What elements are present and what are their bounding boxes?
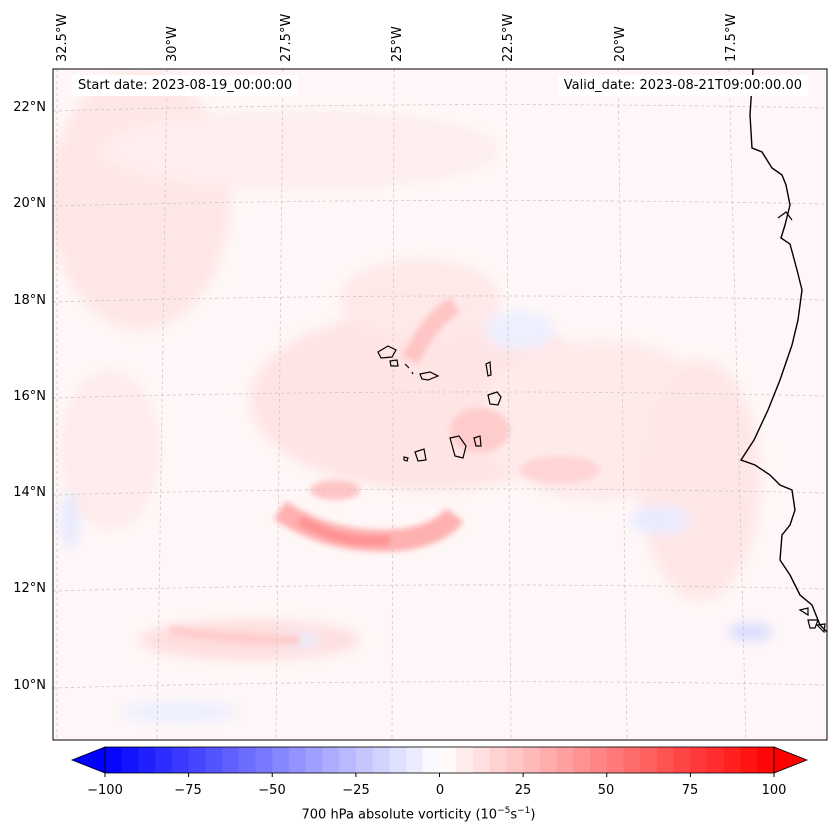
colorbar-segment bbox=[389, 747, 407, 773]
colorbar-segment bbox=[707, 747, 725, 773]
lat-label: 18°N bbox=[13, 293, 46, 308]
colorbar-tick-label: −75 bbox=[174, 783, 201, 798]
lat-label: 20°N bbox=[13, 196, 46, 211]
longitude-labels: 32.5°W 30°W 27.5°W 25°W 22.5°W 20°W 17.5… bbox=[55, 14, 739, 62]
colorbar-tick-label: 0 bbox=[436, 783, 444, 798]
colorbar-segment bbox=[439, 747, 457, 773]
colorbar-segment bbox=[205, 747, 223, 773]
lon-label: 20°W bbox=[613, 26, 628, 62]
colorbar-segment bbox=[456, 747, 474, 773]
colorbar-segment bbox=[539, 747, 558, 773]
lon-label: 27.5°W bbox=[279, 14, 294, 62]
colorbar-segment bbox=[406, 747, 424, 773]
colorbar-tick-label: 75 bbox=[682, 783, 699, 798]
lon-label: 32.5°W bbox=[55, 14, 70, 62]
lon-label: 22.5°W bbox=[501, 14, 516, 62]
colorbar-segment bbox=[556, 747, 574, 773]
colorbar-segment bbox=[171, 747, 190, 773]
colorbar-segment bbox=[422, 747, 440, 773]
bijagos-islands bbox=[798, 607, 826, 634]
colorbar bbox=[70, 746, 809, 777]
colorbar-segment bbox=[188, 747, 206, 773]
vorticity-field bbox=[53, 69, 827, 740]
colorbar-segment bbox=[472, 747, 491, 773]
colorbar-segment bbox=[272, 747, 290, 773]
lat-label: 10°N bbox=[13, 678, 46, 693]
latitude-labels: 22°N 20°N 18°N 16°N 14°N 12°N 10°N bbox=[13, 100, 46, 693]
colorbar-exp: −5 bbox=[497, 806, 511, 816]
colorbar-ticks: −100 −75 −50 −25 0 25 50 75 100 bbox=[87, 783, 786, 798]
lat-label: 12°N bbox=[13, 581, 46, 596]
colorbar-segment bbox=[105, 747, 123, 773]
colorbar-segment bbox=[155, 747, 173, 773]
colorbar-segment bbox=[355, 747, 374, 773]
colorbar-segment bbox=[573, 747, 591, 773]
colorbar-title-text: 700 hPa absolute vorticity (10 bbox=[301, 807, 498, 823]
colorbar-extend-max bbox=[773, 746, 809, 774]
colorbar-segment bbox=[640, 747, 658, 773]
colorbar-segment bbox=[255, 747, 273, 773]
colorbar-segment bbox=[656, 747, 675, 773]
colorbar-segment bbox=[489, 747, 507, 773]
graticule bbox=[53, 69, 827, 740]
lon-label: 25°W bbox=[390, 26, 405, 62]
colorbar-tick-label: −100 bbox=[87, 783, 123, 798]
colorbar-segment bbox=[121, 747, 139, 773]
colorbar-segment bbox=[673, 747, 691, 773]
valid-date-label: Valid_date: 2023-08-21T09:00:00.00 bbox=[557, 75, 808, 96]
colorbar-segment bbox=[723, 747, 742, 773]
colorbar-segment bbox=[138, 747, 156, 773]
colorbar-segment bbox=[590, 747, 608, 773]
colorbar-segment bbox=[690, 747, 708, 773]
lat-label: 22°N bbox=[13, 100, 46, 115]
cape-verde-islands bbox=[377, 345, 502, 462]
colorbar-tick-label: −25 bbox=[342, 783, 369, 798]
colorbar-segment bbox=[238, 747, 257, 773]
lon-label: 17.5°W bbox=[724, 14, 739, 62]
colorbar-tick-label: −50 bbox=[258, 783, 285, 798]
colorbar-segment bbox=[288, 747, 307, 773]
colorbar-segment bbox=[523, 747, 541, 773]
colorbar-segment bbox=[606, 747, 624, 773]
colorbar-tick-label: 50 bbox=[598, 783, 615, 798]
colorbar-segment bbox=[339, 747, 357, 773]
colorbar-exp2: −1 bbox=[517, 806, 531, 816]
colorbar-tick-label: 100 bbox=[762, 783, 787, 798]
colorbar-title: 700 hPa absolute vorticity (10−5s−1) bbox=[0, 806, 837, 822]
start-date-label: Start date: 2023-08-19_00:00:00 bbox=[72, 75, 299, 96]
lon-label: 30°W bbox=[165, 26, 180, 62]
africa-coastline bbox=[739, 69, 827, 633]
map-frame bbox=[52, 68, 828, 741]
colorbar-segment bbox=[506, 747, 524, 773]
colorbar-segment bbox=[305, 747, 323, 773]
colorbar-segment bbox=[322, 747, 340, 773]
colorbar-tick-label: 25 bbox=[515, 783, 532, 798]
colorbar-segment bbox=[757, 747, 775, 773]
colorbar-unit-close: ) bbox=[530, 807, 536, 823]
colorbar-unit-s: s bbox=[510, 807, 518, 823]
lat-label: 16°N bbox=[13, 389, 46, 404]
lat-label: 14°N bbox=[13, 485, 46, 500]
colorbar-segment bbox=[372, 747, 390, 773]
colorbar-segment bbox=[623, 747, 641, 773]
colorbar-extend-min bbox=[70, 746, 106, 774]
colorbar-segment bbox=[222, 747, 240, 773]
colorbar-segment bbox=[740, 747, 758, 773]
